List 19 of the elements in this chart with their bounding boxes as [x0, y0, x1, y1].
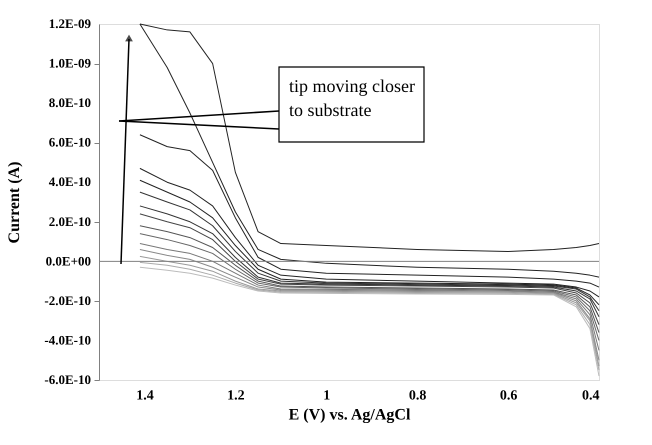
y-tick-label: 0.0E+00 — [46, 253, 91, 268]
y-tick-label: 6.0E-10 — [48, 134, 91, 150]
x-tick-label: 1.4 — [136, 388, 154, 404]
y-tick-label: 4.0E-10 — [48, 174, 91, 190]
y-tick-label: 1.2E-09 — [48, 16, 92, 31]
y-tick-label: -2.0E-10 — [44, 292, 91, 308]
annotation: tip moving closer to substrate — [289, 76, 415, 120]
y-tick-label: -4.0E-10 — [44, 332, 91, 348]
y-tick-label: 1.0E-09 — [48, 56, 92, 71]
x-tick-label: 0.8 — [408, 388, 426, 404]
y-axis-title: Current (A) — [6, 162, 23, 244]
x-axis-title: E (V) vs. Ag/AgCl — [288, 406, 411, 424]
x-tick-label: 0.4 — [582, 388, 600, 404]
x-tick-label: 0.6 — [500, 388, 518, 404]
y-tick-label: 8.0E-10 — [48, 95, 91, 110]
x-tick-label: 1 — [323, 388, 330, 404]
y-tick-label: 2.0E-10 — [48, 214, 91, 229]
x-tick-label: 1.2 — [227, 388, 245, 404]
y-tick-label: -6.0E-10 — [44, 372, 91, 387]
